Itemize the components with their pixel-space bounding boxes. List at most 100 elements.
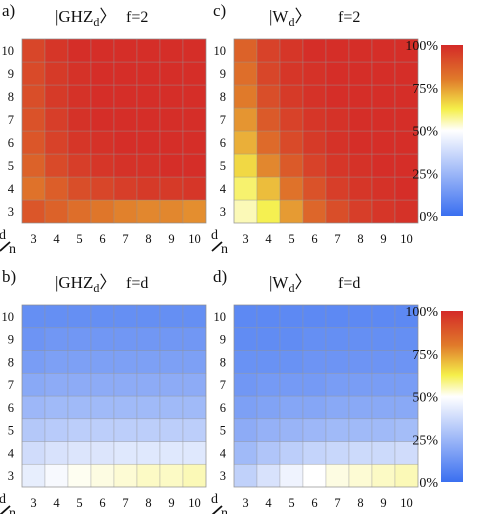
heatmap-cell bbox=[233, 199, 258, 224]
heatmap-cell bbox=[233, 418, 258, 442]
heatmap-cell bbox=[21, 327, 46, 351]
heatmap-cell bbox=[21, 418, 46, 442]
y-tick-label: 10 bbox=[214, 310, 227, 324]
heatmap-cell bbox=[21, 199, 46, 224]
heatmap-panel: 3 4 5 6 7 8 9 10 3 4 5 6 7 8 9 10 dn b) |GHZd〉 f=d bbox=[0, 267, 207, 519]
heatmap-cell bbox=[371, 107, 396, 132]
heatmap-cell bbox=[371, 130, 396, 155]
heatmap-cell bbox=[159, 418, 184, 442]
heatmap-cell bbox=[21, 153, 46, 178]
heatmap-cell bbox=[136, 372, 161, 397]
x-tick-label: 3 bbox=[30, 232, 36, 246]
heatmap-cell bbox=[279, 153, 304, 178]
state-ket-label: |GHZd〉 bbox=[55, 7, 116, 29]
colorbars-layer: 0% 25% 50% 75% 100% 0% 25% 50% 75% 100% bbox=[405, 39, 463, 491]
heatmap-cell bbox=[113, 304, 138, 329]
heatmap-cell bbox=[279, 463, 304, 488]
y-tick-label: 5 bbox=[8, 159, 14, 173]
heatmap-cell bbox=[348, 372, 373, 397]
y-tick-label: 8 bbox=[220, 355, 226, 369]
heatmap-cell bbox=[136, 304, 161, 329]
heatmap-cell bbox=[90, 395, 115, 420]
heatmap-cell bbox=[113, 350, 138, 374]
heatmap-cell bbox=[113, 327, 138, 351]
heatmap-cell bbox=[325, 199, 350, 224]
heatmap-cell bbox=[348, 304, 373, 329]
heatmap-cell bbox=[21, 38, 46, 63]
heatmap-cell bbox=[302, 107, 327, 132]
colorbar-tick-label: 100% bbox=[405, 39, 438, 54]
colorbar-tick-label: 50% bbox=[412, 125, 438, 140]
x-tick-label: 8 bbox=[357, 232, 363, 246]
x-tick-label: 10 bbox=[188, 232, 201, 246]
heatmap-panel: 3 4 5 6 7 8 9 10 3 4 5 6 7 8 9 10 dn a) |GHZd〉 f=2 bbox=[0, 1, 207, 257]
state-ket-label: |GHZd〉 bbox=[55, 273, 116, 295]
heatmap-cell bbox=[233, 130, 258, 155]
heatmap-cell bbox=[67, 372, 92, 397]
heatmap-cell bbox=[113, 418, 138, 442]
y-axis-label: d bbox=[211, 492, 218, 507]
panel-label: d) bbox=[213, 267, 227, 286]
heatmap-cell bbox=[21, 107, 46, 132]
heatmap-cell bbox=[67, 350, 92, 374]
heatmap-cell bbox=[90, 84, 115, 109]
x-tick-label: 3 bbox=[242, 232, 248, 246]
heatmap-cell bbox=[90, 304, 115, 329]
heatmap-cell bbox=[44, 61, 69, 86]
heatmap-cell bbox=[256, 107, 281, 132]
heatmap-cell bbox=[371, 327, 396, 351]
x-axis-label: n bbox=[9, 506, 16, 514]
x-tick-label: 9 bbox=[380, 496, 386, 510]
heatmap-cell bbox=[371, 176, 396, 201]
heatmap-cell bbox=[233, 395, 258, 420]
heatmap-cell bbox=[302, 84, 327, 109]
heatmap-cell bbox=[90, 372, 115, 397]
heatmap-cell bbox=[159, 107, 184, 132]
heatmap-cell bbox=[371, 61, 396, 86]
heatmap-frame bbox=[21, 38, 207, 224]
heatmap-cell bbox=[21, 441, 46, 465]
x-tick-label: 10 bbox=[400, 496, 413, 510]
heatmap-cell bbox=[348, 61, 373, 86]
x-tick-label: 8 bbox=[357, 496, 363, 510]
y-tick-label: 6 bbox=[220, 136, 226, 150]
heatmap-cell bbox=[67, 441, 92, 465]
y-tick-label: 7 bbox=[220, 113, 226, 127]
heatmap-cell bbox=[44, 130, 69, 155]
heatmap-cell bbox=[256, 372, 281, 397]
heatmap-cell bbox=[394, 463, 419, 488]
heatmap-cell bbox=[279, 304, 304, 329]
y-axis-label: d bbox=[0, 492, 6, 507]
colorbar: 0% 25% 50% 75% 100% bbox=[405, 39, 463, 225]
x-tick-label: 9 bbox=[168, 496, 174, 510]
heatmap-cell bbox=[90, 441, 115, 465]
heatmap-cell bbox=[279, 418, 304, 442]
x-tick-label: 6 bbox=[99, 232, 105, 246]
heatmap-cell bbox=[233, 38, 258, 63]
y-tick-label: 9 bbox=[8, 67, 14, 81]
heatmap-cell bbox=[113, 38, 138, 63]
y-tick-label: 4 bbox=[8, 446, 15, 460]
heatmap-cell bbox=[325, 395, 350, 420]
heatmap-cell bbox=[256, 176, 281, 201]
heatmap-cell bbox=[371, 372, 396, 397]
heatmap-cell bbox=[159, 372, 184, 397]
heatmap-cell bbox=[21, 304, 46, 329]
heatmap-cell bbox=[279, 199, 304, 224]
x-tick-label: 5 bbox=[288, 496, 294, 510]
heatmap-cell bbox=[371, 38, 396, 63]
heatmap-cell bbox=[136, 327, 161, 351]
y-tick-label: 8 bbox=[8, 355, 14, 369]
heatmap-cell bbox=[325, 441, 350, 465]
heatmap-cell bbox=[182, 153, 207, 178]
heatmap-cell bbox=[136, 463, 161, 488]
y-tick-label: 7 bbox=[8, 113, 14, 127]
heatmap-cell bbox=[279, 395, 304, 420]
heatmap-cell bbox=[21, 372, 46, 397]
colorbar: 0% 25% 50% 75% 100% bbox=[405, 305, 463, 491]
heatmap-cell bbox=[67, 84, 92, 109]
heatmap-cell bbox=[325, 84, 350, 109]
heatmap-cell bbox=[67, 107, 92, 132]
y-tick-label: 10 bbox=[2, 310, 15, 324]
heatmap-cell bbox=[67, 153, 92, 178]
